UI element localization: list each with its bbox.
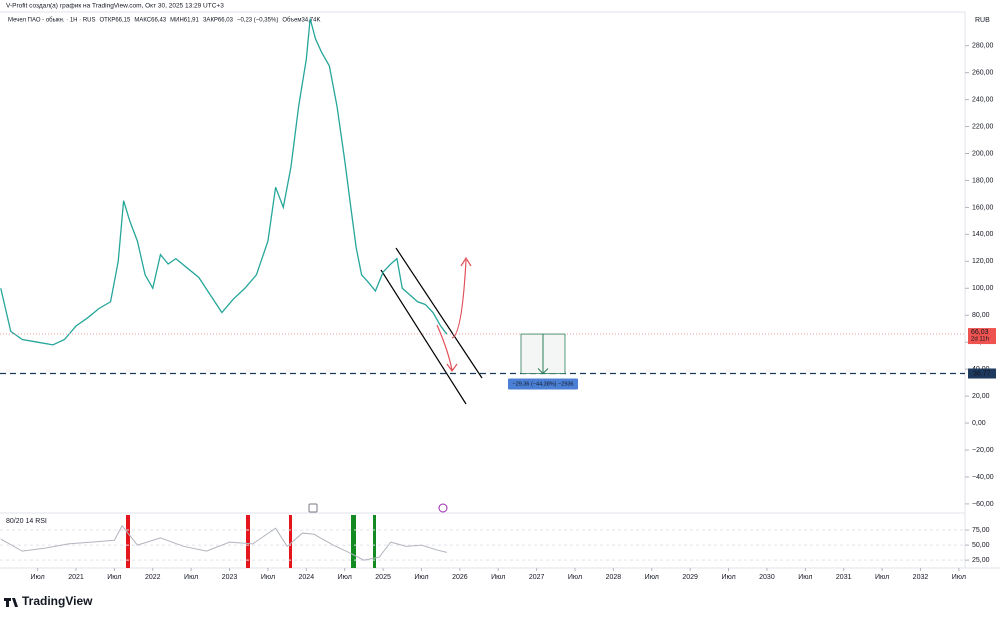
x-tick-label: Июл xyxy=(798,574,812,581)
y-tick-label: 180,00 xyxy=(972,177,994,184)
y-tick-label: 50,00 xyxy=(972,542,990,549)
legend-item: Мечел ПАО - обыкн. · 1Н · RUS xyxy=(8,18,96,24)
y-tick-label: 280,00 xyxy=(972,43,994,50)
signal-bar xyxy=(351,515,356,568)
x-tick-label: 2025 xyxy=(375,574,391,581)
series-line xyxy=(0,524,447,561)
y-tick-label: 260,00 xyxy=(972,69,994,76)
level-box xyxy=(968,368,996,379)
y-tick-label: 140,00 xyxy=(972,231,994,238)
y-tick-label: 220,00 xyxy=(972,123,994,130)
legend-item: Объем34,74K xyxy=(282,18,320,24)
event-icon[interactable] xyxy=(308,503,318,513)
logo xyxy=(4,598,18,607)
x-tick-label: Июл xyxy=(338,574,352,581)
y-tick-label: −40,00 xyxy=(972,474,994,481)
x-tick-label: 2024 xyxy=(299,574,315,581)
x-tick-label: Июл xyxy=(491,574,505,581)
series-line xyxy=(0,18,448,346)
legend-item: МАКС66,43 xyxy=(134,18,166,24)
y-tick-label: 160,00 xyxy=(972,204,994,211)
channel-line xyxy=(380,269,467,405)
x-tick-label: 2023 xyxy=(222,574,238,581)
y-tick-label: 120,00 xyxy=(972,258,994,265)
x-tick-label: 2031 xyxy=(836,574,852,581)
y-tick-label: 20,00 xyxy=(972,393,990,400)
signal-bar xyxy=(373,515,376,568)
x-tick-label: 2028 xyxy=(606,574,622,581)
y-tick-label: −20,00 xyxy=(972,447,994,454)
y-tick-label: 80,00 xyxy=(972,312,990,319)
x-tick-label: Июл xyxy=(107,574,121,581)
x-tick-label: 2026 xyxy=(452,574,468,581)
legend-item: МИН61,91 xyxy=(170,18,199,24)
x-tick-label: 2029 xyxy=(682,574,698,581)
x-tick-label: 2032 xyxy=(913,574,929,581)
credit: V-Profit создал(а) график на TradingView… xyxy=(6,3,224,10)
legend-item: ОТКР66,15 xyxy=(100,18,132,24)
x-tick-label: Июл xyxy=(952,574,966,581)
x-tick-label: Июл xyxy=(875,574,889,581)
x-tick-label: Июл xyxy=(414,574,428,581)
signal-bar xyxy=(246,515,250,568)
measure-label-box xyxy=(508,378,578,390)
x-tick-label: Июл xyxy=(721,574,735,581)
channel-line xyxy=(395,247,483,379)
x-tick-label: 2030 xyxy=(759,574,775,581)
x-tick-label: Июл xyxy=(568,574,582,581)
arrow-down xyxy=(436,324,458,373)
arrow-up xyxy=(451,256,472,339)
currency: RUB xyxy=(975,17,990,24)
signal-bar xyxy=(289,515,292,568)
measure-arrowhead xyxy=(537,368,549,375)
signal-bar xyxy=(126,515,130,568)
x-tick-label: Июл xyxy=(31,574,45,581)
y-tick-label: 240,00 xyxy=(972,96,994,103)
y-tick-label: 100,00 xyxy=(972,285,994,292)
legend-item: ЗАКР66,03 xyxy=(203,18,234,24)
legend-item: −0,23 (−0,35%) xyxy=(237,18,278,24)
x-tick-label: 2022 xyxy=(145,574,161,581)
countdown: 2d 11h xyxy=(971,337,989,343)
last-price-label: 66,03 xyxy=(971,329,989,336)
last-price-box xyxy=(968,328,996,345)
x-tick-label: Июл xyxy=(261,574,275,581)
pane-title: 80/20 14 RSI xyxy=(6,518,47,525)
x-tick-label: Июл xyxy=(645,574,659,581)
x-tick-label: 2027 xyxy=(529,574,545,581)
brand: TradingView xyxy=(22,594,93,608)
y-tick-label: 25,00 xyxy=(972,557,990,564)
event-icon[interactable] xyxy=(438,503,448,513)
x-tick-label: 2021 xyxy=(68,574,84,581)
measure-label: −29,36 (−44,38%) −2936 xyxy=(512,381,573,387)
y-tick-label: 0,00 xyxy=(972,420,986,427)
y-tick-label: 75,00 xyxy=(972,527,990,534)
level-label: 36,77 xyxy=(973,370,991,377)
y-tick-label: 200,00 xyxy=(972,150,994,157)
y-tick-label: −60,00 xyxy=(972,501,994,508)
x-tick-label: Июл xyxy=(184,574,198,581)
